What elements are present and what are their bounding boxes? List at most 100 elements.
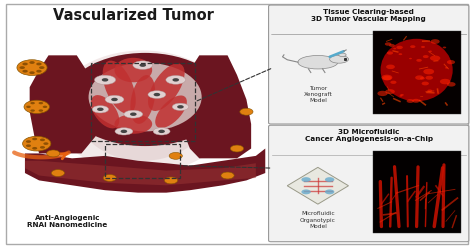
Circle shape (22, 62, 28, 65)
Circle shape (301, 189, 311, 194)
Circle shape (429, 51, 432, 52)
Polygon shape (25, 149, 265, 193)
FancyBboxPatch shape (6, 4, 468, 244)
Circle shape (40, 139, 45, 141)
Circle shape (29, 71, 35, 74)
Polygon shape (181, 55, 251, 158)
Circle shape (416, 59, 422, 62)
FancyBboxPatch shape (373, 31, 461, 114)
Ellipse shape (329, 55, 348, 63)
Ellipse shape (148, 63, 185, 111)
Ellipse shape (77, 63, 209, 161)
Circle shape (389, 44, 395, 47)
Text: Tissue Clearing-based
3D Tumor Vascular Mapping: Tissue Clearing-based 3D Tumor Vascular … (311, 9, 426, 22)
Circle shape (230, 145, 244, 152)
Text: Microfluidic
Organotypic
Model: Microfluidic Organotypic Model (300, 212, 336, 229)
Ellipse shape (153, 128, 170, 135)
FancyBboxPatch shape (373, 151, 461, 233)
Ellipse shape (92, 106, 109, 113)
Circle shape (22, 70, 28, 73)
Circle shape (19, 66, 25, 69)
Circle shape (36, 62, 42, 65)
Circle shape (400, 94, 404, 96)
Circle shape (32, 138, 37, 140)
Text: 3D Microfluidic
Cancer Angiogenesis-on-a-Chip: 3D Microfluidic Cancer Angiogenesis-on-a… (305, 129, 433, 142)
Circle shape (26, 144, 31, 147)
Circle shape (177, 105, 184, 109)
Circle shape (97, 108, 104, 111)
Circle shape (103, 175, 117, 181)
Circle shape (130, 113, 137, 116)
Circle shape (383, 76, 392, 80)
Circle shape (421, 46, 425, 48)
Ellipse shape (65, 53, 225, 146)
Circle shape (221, 172, 234, 179)
Polygon shape (30, 55, 100, 154)
Circle shape (46, 150, 60, 157)
Circle shape (382, 75, 392, 80)
Ellipse shape (53, 50, 232, 173)
Circle shape (51, 170, 64, 177)
Circle shape (30, 109, 35, 112)
Circle shape (393, 48, 396, 49)
Ellipse shape (338, 53, 346, 57)
Circle shape (412, 99, 420, 103)
Text: Vascularized Tumor: Vascularized Tumor (53, 7, 214, 23)
Ellipse shape (94, 75, 116, 85)
Circle shape (422, 82, 429, 85)
Ellipse shape (130, 75, 155, 124)
Circle shape (396, 46, 403, 49)
Circle shape (24, 100, 49, 113)
Circle shape (164, 177, 178, 184)
Circle shape (385, 89, 395, 94)
Circle shape (38, 102, 43, 104)
Circle shape (443, 47, 446, 48)
Ellipse shape (148, 91, 166, 98)
Circle shape (385, 42, 392, 46)
Circle shape (410, 45, 415, 48)
Circle shape (173, 78, 179, 82)
Circle shape (447, 82, 456, 87)
Ellipse shape (91, 95, 119, 128)
Polygon shape (25, 161, 256, 185)
Circle shape (26, 140, 31, 143)
Ellipse shape (298, 56, 338, 69)
Ellipse shape (115, 128, 133, 135)
Circle shape (430, 39, 440, 44)
Circle shape (36, 70, 42, 73)
Circle shape (400, 95, 402, 97)
Circle shape (40, 146, 45, 149)
FancyBboxPatch shape (269, 125, 469, 242)
Circle shape (44, 142, 48, 145)
Ellipse shape (102, 61, 136, 114)
Circle shape (17, 60, 47, 75)
Circle shape (139, 63, 146, 67)
Circle shape (445, 67, 448, 69)
Circle shape (111, 98, 118, 101)
Circle shape (158, 130, 165, 133)
Circle shape (399, 53, 402, 55)
Circle shape (26, 106, 31, 108)
Circle shape (415, 75, 424, 80)
Circle shape (325, 189, 334, 194)
Ellipse shape (115, 114, 152, 134)
Circle shape (447, 60, 455, 64)
Circle shape (38, 109, 43, 112)
Circle shape (240, 108, 253, 115)
Circle shape (423, 69, 434, 74)
Ellipse shape (133, 61, 153, 69)
Polygon shape (287, 167, 348, 204)
Circle shape (440, 79, 450, 84)
Circle shape (29, 61, 35, 64)
Ellipse shape (124, 110, 143, 118)
Ellipse shape (381, 39, 453, 101)
Circle shape (387, 51, 393, 55)
Ellipse shape (166, 75, 186, 84)
Ellipse shape (89, 63, 201, 131)
Circle shape (30, 102, 35, 104)
Circle shape (420, 77, 425, 80)
Circle shape (301, 177, 311, 182)
Text: Tumor
Xenograft
Model: Tumor Xenograft Model (303, 86, 332, 103)
Circle shape (325, 177, 334, 182)
Circle shape (23, 136, 51, 151)
